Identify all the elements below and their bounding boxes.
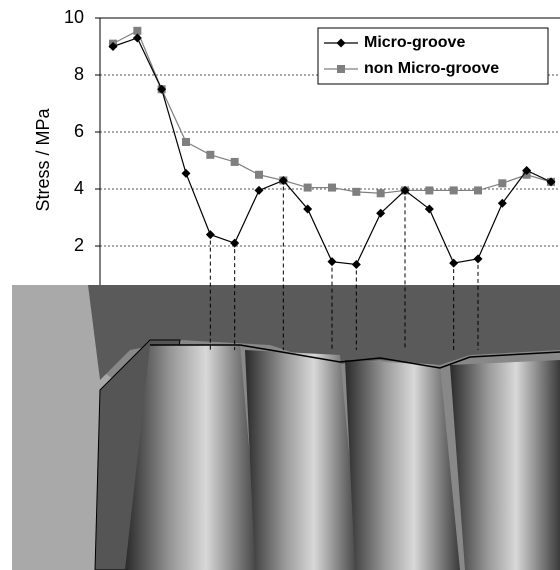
marker xyxy=(449,258,459,268)
marker xyxy=(303,183,312,192)
y-tick-label: 4 xyxy=(74,178,84,198)
legend-label: non Micro-groove xyxy=(364,60,499,77)
marker xyxy=(181,168,191,178)
marker xyxy=(182,137,190,146)
marker xyxy=(206,150,215,159)
marker xyxy=(328,183,336,192)
marker xyxy=(230,157,239,166)
y-tick-label: 8 xyxy=(74,64,84,84)
marker xyxy=(376,208,386,218)
marker xyxy=(497,198,507,208)
marker xyxy=(522,165,532,175)
legend-box xyxy=(317,27,549,85)
image-overlay xyxy=(12,285,560,570)
legend: Micro-groove non Micro-groove xyxy=(317,27,549,85)
y-axis-label: Stress / MPa xyxy=(33,108,53,212)
marker xyxy=(376,189,385,198)
marker xyxy=(498,179,507,188)
marker xyxy=(303,204,313,214)
marker xyxy=(449,186,458,195)
marker xyxy=(337,65,345,73)
marker xyxy=(254,185,264,195)
marker xyxy=(351,260,361,270)
marker xyxy=(133,26,142,35)
marker xyxy=(424,204,434,214)
plot-area: 2 4 6 8 10 xyxy=(64,7,560,303)
y-tick-label: 10 xyxy=(64,7,84,27)
marker xyxy=(278,175,288,185)
marker xyxy=(205,230,215,240)
marker xyxy=(546,177,556,187)
marker xyxy=(336,38,346,48)
marker xyxy=(327,257,337,267)
guide-lines xyxy=(209,186,479,350)
marker xyxy=(108,42,118,51)
marker xyxy=(473,254,483,264)
marker xyxy=(425,186,434,195)
marker xyxy=(352,187,361,196)
marker xyxy=(157,84,167,94)
marker xyxy=(400,185,410,195)
marker xyxy=(474,186,482,195)
legend-label: Micro-groove xyxy=(364,34,465,51)
marker xyxy=(230,238,240,248)
marker xyxy=(255,170,263,179)
y-tick-label: 2 xyxy=(74,235,84,255)
marker xyxy=(132,33,142,43)
y-tick-label: 6 xyxy=(74,121,84,141)
